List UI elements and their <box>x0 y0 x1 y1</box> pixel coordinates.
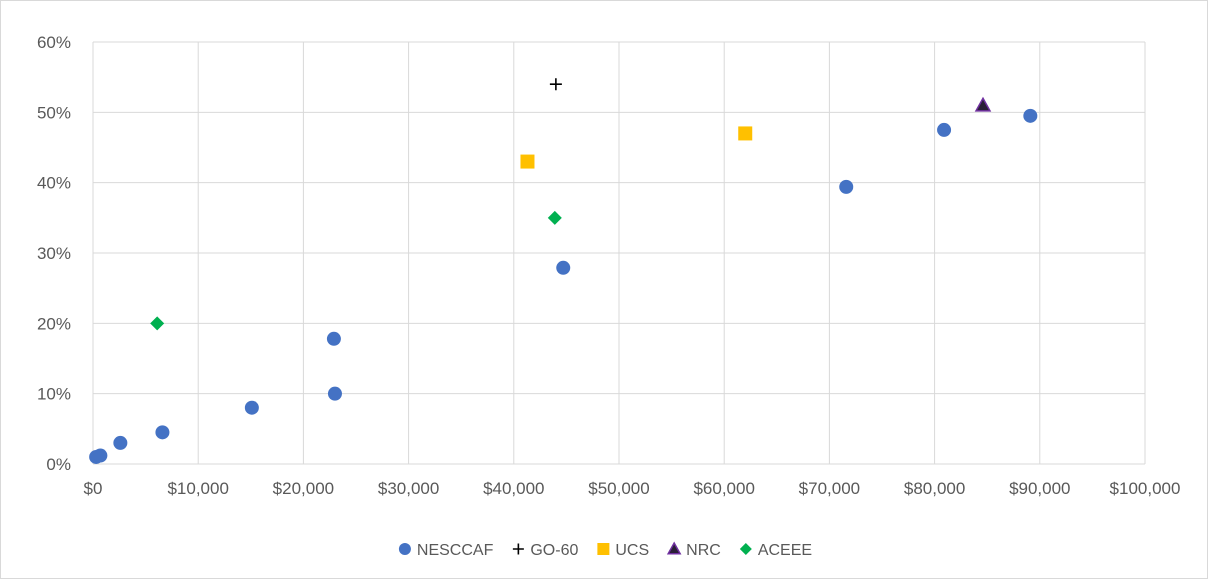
legend-item-ucs: UCS <box>597 542 649 559</box>
y-tick-label: 30% <box>37 244 71 263</box>
legend-item-aceee: ACEEE <box>739 542 812 559</box>
x-tick-label: $50,000 <box>588 479 649 498</box>
y-tick-label: 0% <box>46 455 71 474</box>
legend-item-go-60: GO-60 <box>512 542 578 559</box>
y-tick-label: 10% <box>37 385 71 404</box>
series-ucs <box>520 126 753 169</box>
legend-label: UCS <box>615 542 649 559</box>
y-tick-label: 60% <box>37 33 71 52</box>
series-nesccaf <box>89 108 1038 464</box>
x-tick-label: $0 <box>84 479 103 498</box>
x-tick-label: $40,000 <box>483 479 544 498</box>
legend-label: NESCCAF <box>417 542 494 559</box>
series-go-60 <box>549 78 562 91</box>
data-point-go-60 <box>549 78 562 91</box>
data-point-nesccaf <box>155 425 170 440</box>
data-point-nesccaf <box>244 400 259 415</box>
ucs-legend-marker-icon <box>597 543 610 555</box>
data-point-nesccaf <box>937 122 952 137</box>
gridlines <box>92 41 1146 465</box>
legend-item-nrc: NRC <box>666 541 721 559</box>
data-point-aceee <box>150 316 165 331</box>
y-tick-label: 20% <box>37 314 71 333</box>
x-tick-label: $80,000 <box>904 479 965 498</box>
data-points <box>89 78 1038 464</box>
legend: NESCCAF GO-60 UCS NRC ACEEE <box>398 541 812 559</box>
x-tick-label: $70,000 <box>799 479 860 498</box>
y-tick-label: 40% <box>37 174 71 193</box>
data-point-aceee <box>547 210 562 225</box>
legend-item-nesccaf: NESCCAF <box>398 542 494 559</box>
x-tick-label: $100,000 <box>1110 479 1181 498</box>
x-tick-label: $60,000 <box>693 479 754 498</box>
series-nrc <box>974 96 992 112</box>
data-point-nesccaf <box>556 260 571 275</box>
nrc-legend-marker-icon <box>666 541 682 555</box>
x-tick-label: $10,000 <box>167 479 228 498</box>
data-point-nesccaf <box>327 386 342 401</box>
legend-label: ACEEE <box>758 542 812 559</box>
y-tick-label: 50% <box>37 103 71 122</box>
data-point-nesccaf <box>113 435 128 450</box>
x-tick-label: $30,000 <box>378 479 439 498</box>
legend-label: GO-60 <box>530 542 578 559</box>
data-point-nrc <box>974 96 992 112</box>
data-point-ucs <box>520 154 535 169</box>
data-point-nesccaf <box>839 179 854 194</box>
aceee-legend-marker-icon <box>739 543 752 555</box>
data-point-ucs <box>738 126 753 141</box>
data-point-nesccaf <box>93 448 108 463</box>
tick-labels: $0 $10,000 $20,000 $30,000 $40,000 $50,000 $60… <box>37 33 1180 498</box>
legend-label: NRC <box>686 542 721 559</box>
go-60-legend-marker-icon <box>512 543 524 555</box>
data-point-nesccaf <box>326 331 341 346</box>
x-tick-label: $90,000 <box>1009 479 1070 498</box>
x-tick-label: $20,000 <box>273 479 334 498</box>
series-aceee <box>150 210 562 331</box>
data-point-nesccaf <box>1023 108 1038 123</box>
nesccaf-legend-marker-icon <box>398 543 411 555</box>
